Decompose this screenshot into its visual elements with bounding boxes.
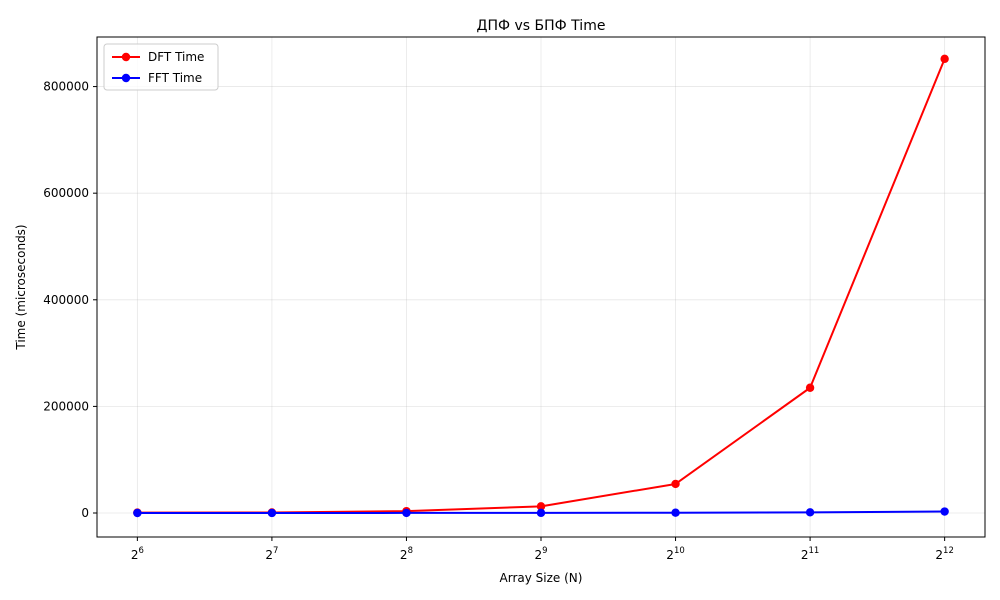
x-tick-exponent: 8 xyxy=(408,546,413,556)
chart-title: ДПФ vs БПФ Time xyxy=(477,18,606,34)
x-tick-exponent: 12 xyxy=(943,546,954,556)
x-tick-exponent: 11 xyxy=(808,546,819,556)
y-tick-label: 800000 xyxy=(43,80,89,94)
legend-label-fft-time: FFT Time xyxy=(148,71,202,85)
y-tick-label: 200000 xyxy=(43,399,89,413)
x-tick-exponent: 9 xyxy=(542,546,547,556)
dft-time-point xyxy=(940,54,949,64)
fft-time-point xyxy=(940,507,949,516)
legend: DFT Time FFT Time xyxy=(103,43,219,91)
x-tick-exponent: 7 xyxy=(273,546,278,556)
fft-time-point xyxy=(133,508,142,518)
fft-time-point xyxy=(671,508,680,517)
x-tick-label: 26 xyxy=(131,546,144,562)
fft-time-point xyxy=(536,508,546,518)
x-tick-base: 2 xyxy=(801,548,809,562)
x-tick-exponent: 6 xyxy=(138,546,143,556)
x-tick-base: 2 xyxy=(400,548,408,562)
x-tick-base: 2 xyxy=(534,548,542,562)
x-tick-base: 2 xyxy=(935,548,943,562)
legend-label-dft-time: DFT Time xyxy=(148,50,204,64)
x-tick-label: 210 xyxy=(666,546,684,562)
y-tick-label: 0 xyxy=(81,506,89,520)
fft-time-point xyxy=(805,508,815,517)
x-tick-exponent: 10 xyxy=(674,546,685,556)
x-tick-base: 2 xyxy=(265,548,273,562)
dft-time-point xyxy=(536,502,546,511)
dft-time-point xyxy=(805,383,815,392)
y-tick-label: 600000 xyxy=(43,186,89,200)
ticks: 26 27 28 29 210 211 21202000004000006000008000… xyxy=(43,80,954,562)
x-axis-label: Array Size (N) xyxy=(500,571,583,585)
legend-marker-dft-time xyxy=(121,52,131,62)
x-tick-label: 212 xyxy=(935,546,953,562)
legend-marker-fft-time xyxy=(121,73,131,83)
x-tick-base: 2 xyxy=(131,548,139,562)
fft-time-point xyxy=(267,508,277,518)
x-tick-label: 211 xyxy=(801,546,819,562)
fft-time-point xyxy=(402,508,411,518)
x-tick-label: 29 xyxy=(534,546,547,562)
y-axis-label: Time (microseconds) xyxy=(14,224,28,350)
x-tick-label: 28 xyxy=(400,546,413,562)
x-tick-label: 27 xyxy=(265,546,278,562)
y-tick-label: 400000 xyxy=(43,293,89,307)
x-tick-base: 2 xyxy=(666,548,674,562)
series-layer xyxy=(133,54,949,518)
dft-time-point xyxy=(671,479,680,489)
